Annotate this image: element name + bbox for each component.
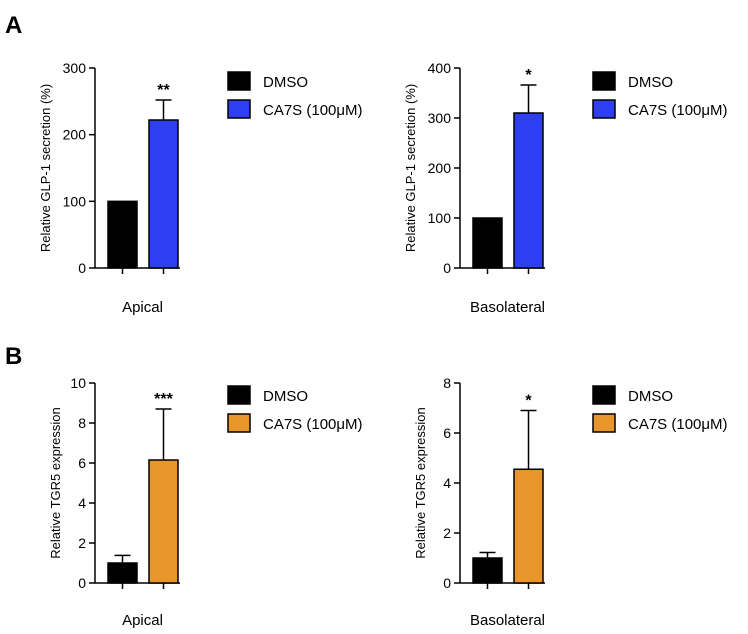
significance-label: *: [525, 393, 532, 410]
chart-b-left: 0 2 4 6 8 10 *** Apical Relative TGR5 expression…: [48, 375, 363, 629]
y-tick-label: 0: [78, 575, 86, 591]
y-tick-label: 10: [70, 375, 86, 391]
y-axis-label: Relative TGR5 expression: [48, 407, 63, 559]
legend-label-dmso: DMSO: [263, 74, 308, 91]
legend-label-ca7s: CA7S (100μM): [628, 102, 728, 119]
y-tick-label: 300: [63, 60, 87, 76]
y-tick-label: 8: [443, 375, 451, 391]
y-tick-label: 6: [443, 425, 451, 441]
y-axis-label: Relative GLP-1 secretion (%): [38, 84, 53, 252]
legend-swatch-ca7s: [592, 99, 616, 119]
bar-ca7s: [513, 112, 544, 269]
chart-a-right: 0 100 200 300 400 * Basolateral Relative GLP-1 …: [403, 60, 728, 316]
y-tick-label: 4: [78, 495, 86, 511]
y-tick-label: 0: [78, 260, 86, 276]
bar-ca7s: [513, 468, 544, 584]
legend-label-ca7s: CA7S (100μM): [628, 416, 728, 433]
bar-dmso: [107, 562, 138, 584]
legend-swatch-ca7s: [592, 413, 616, 433]
y-axis-label: Relative TGR5 expression: [413, 407, 428, 559]
legend-swatch-dmso: [227, 71, 251, 91]
legend-label-dmso: DMSO: [628, 74, 673, 91]
y-tick-label: 300: [428, 110, 452, 126]
y-tick-label: 2: [443, 525, 451, 541]
bar-ca7s: [148, 459, 179, 584]
y-tick-label: 100: [428, 210, 452, 226]
legend-label-dmso: DMSO: [628, 388, 673, 405]
bar-ca7s: [148, 119, 179, 269]
legend-swatch-dmso: [227, 385, 251, 405]
y-tick-label: 400: [428, 60, 452, 76]
legend-swatch-ca7s: [227, 99, 251, 119]
legend-swatch-dmso: [592, 385, 616, 405]
x-axis-label: Apical: [122, 612, 163, 629]
bar-dmso: [472, 217, 503, 269]
significance-label: ***: [154, 391, 173, 408]
x-axis-label: Basolateral: [470, 612, 545, 629]
panel-label-b: B: [5, 343, 22, 370]
x-axis-label: Apical: [122, 299, 163, 316]
significance-label: **: [157, 82, 170, 99]
chart-b-right: 0 2 4 6 8 * Basolateral Relative TGR5 expressio…: [413, 375, 728, 629]
bar-dmso: [472, 557, 503, 584]
y-tick-label: 8: [78, 415, 86, 431]
bar-dmso: [107, 200, 138, 269]
x-axis-label: Basolateral: [470, 299, 545, 316]
legend-swatch-dmso: [592, 71, 616, 91]
legend-label-ca7s: CA7S (100μM): [263, 102, 363, 119]
legend-label-ca7s: CA7S (100μM): [263, 416, 363, 433]
y-tick-label: 0: [443, 260, 451, 276]
legend-swatch-ca7s: [227, 413, 251, 433]
y-tick-label: 200: [428, 160, 452, 176]
y-axis-label: Relative GLP-1 secretion (%): [403, 84, 418, 252]
legend-label-dmso: DMSO: [263, 388, 308, 405]
y-tick-label: 2: [78, 535, 86, 551]
significance-label: *: [525, 67, 532, 84]
y-tick-label: 0: [443, 575, 451, 591]
y-tick-label: 4: [443, 475, 451, 491]
y-tick-label: 6: [78, 455, 86, 471]
chart-a-left: 0 100 200 300 ** Apical Relative GLP-1 secreti…: [38, 60, 363, 316]
y-tick-label: 200: [63, 127, 87, 143]
panel-label-a: A: [5, 12, 22, 39]
y-tick-label: 100: [63, 193, 87, 209]
